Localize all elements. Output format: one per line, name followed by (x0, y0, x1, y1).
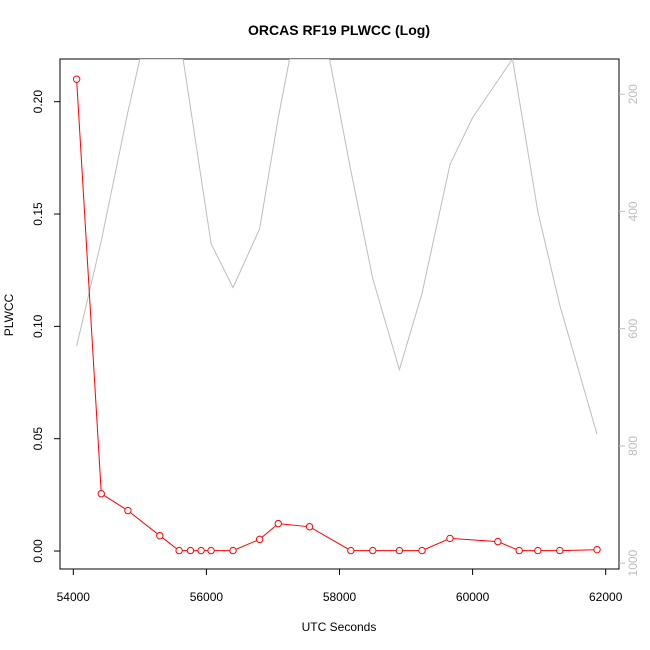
x-axis: 54000 56000 58000 60000 62000 (57, 569, 623, 604)
plwcc-data-point (593, 545, 601, 554)
y-tick-label: 0.10 (31, 314, 45, 338)
plwcc-data-point (197, 546, 205, 555)
right-y-tick-label: 400 (626, 201, 640, 221)
right-axis-series-line (76, 59, 598, 435)
plwcc-data-point (124, 506, 132, 515)
right-y-tick-label: 600 (626, 318, 640, 338)
right-y-tick-label: 200 (626, 84, 640, 104)
plwcc-data-point (395, 546, 404, 555)
y-axis-label: PLWCC (2, 293, 16, 336)
x-tick-label: 56000 (190, 590, 224, 604)
plwcc-data-point (556, 546, 564, 555)
x-tick-label: 62000 (589, 590, 623, 604)
plwcc-data-point (72, 75, 81, 83)
plwcc-data-point (274, 519, 282, 528)
x-tick-label: 58000 (323, 590, 357, 604)
plwcc-data-point (229, 546, 237, 555)
plwcc-data-point (175, 546, 183, 555)
y-axis: 0.00 0.05 0.10 0.15 0.20 (31, 90, 60, 563)
plwcc-data-point (534, 546, 542, 555)
right-y-tick-label: 800 (626, 436, 640, 456)
plwcc-series-line (76, 79, 598, 552)
right-y-tick-label: 1000 (626, 549, 640, 576)
plwcc-data-point (97, 490, 105, 498)
plwcc-data-point (305, 523, 314, 531)
series-layer (72, 59, 601, 555)
plot-frame (59, 58, 620, 570)
y-tick-label: 0.05 (31, 427, 45, 451)
plwcc-data-point (207, 546, 215, 555)
x-tick-label: 54000 (57, 590, 91, 604)
plwcc-data-point (255, 535, 264, 544)
y-tick-label: 0.00 (31, 539, 45, 563)
right-y-axis: 200 400 600 800 1000 (619, 84, 640, 576)
plwcc-data-point (418, 546, 426, 555)
plwcc-data-point (156, 532, 164, 540)
x-tick-label: 60000 (456, 590, 490, 604)
chart-title: ORCAS RF19 PLWCC (Log) (248, 22, 430, 38)
plwcc-data-point (186, 546, 195, 555)
plwcc-data-point (446, 534, 454, 543)
plwcc-data-point (369, 546, 377, 555)
y-tick-label: 0.20 (31, 90, 45, 114)
plwcc-data-point (347, 546, 355, 555)
x-axis-label: UTC Seconds (302, 620, 377, 634)
plwcc-data-point (515, 546, 523, 555)
y-tick-label: 0.15 (31, 202, 45, 226)
plwcc-data-point (494, 537, 502, 546)
